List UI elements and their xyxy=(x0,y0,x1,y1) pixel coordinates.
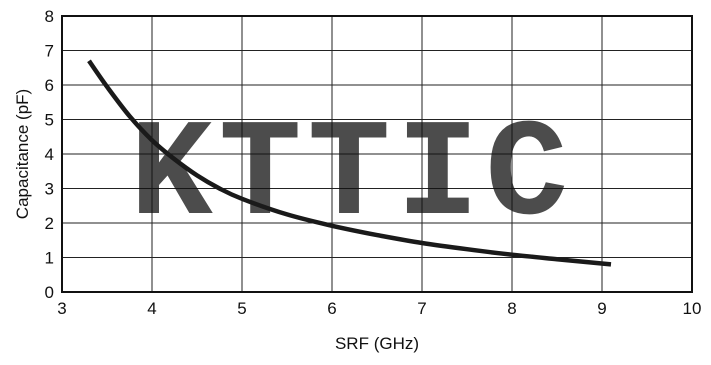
y-tick-label: 2 xyxy=(45,214,54,233)
y-tick-label: 0 xyxy=(45,283,54,302)
x-tick-label: 3 xyxy=(57,299,66,318)
y-tick-label: 6 xyxy=(45,76,54,95)
y-tick-label: 1 xyxy=(45,249,54,268)
y-tick-label: 8 xyxy=(45,7,54,26)
x-tick-label: 4 xyxy=(147,299,156,318)
y-tick-label: 3 xyxy=(45,180,54,199)
x-tick-label: 6 xyxy=(327,299,336,318)
y-tick-label: 5 xyxy=(45,111,54,130)
x-tick-label: 5 xyxy=(237,299,246,318)
x-tick-label: 8 xyxy=(507,299,516,318)
y-tick-labels: 0 1 2 3 4 5 6 7 8 xyxy=(45,7,54,302)
x-tick-labels: 3 4 5 6 7 8 9 10 xyxy=(57,299,701,318)
y-axis-title: Capacitance (pF) xyxy=(13,89,32,219)
x-tick-label: 7 xyxy=(417,299,426,318)
x-tick-label: 10 xyxy=(683,299,702,318)
y-tick-label: 7 xyxy=(45,42,54,61)
x-tick-label: 9 xyxy=(597,299,606,318)
x-axis-title: SRF (GHz) xyxy=(335,334,419,353)
y-tick-label: 4 xyxy=(45,145,54,164)
